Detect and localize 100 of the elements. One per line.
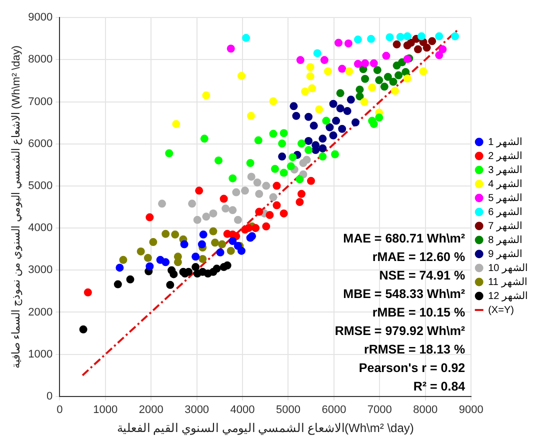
point [171, 230, 180, 239]
point [280, 168, 288, 177]
point [195, 186, 204, 195]
point [269, 193, 278, 202]
point [419, 67, 428, 76]
point [253, 178, 262, 187]
point [320, 56, 328, 64]
y-tick-label: 6000 [28, 138, 53, 150]
point [354, 60, 362, 68]
y-axis-title: الاشعاع الشمسي اليومي السنوي من نموذج السماء صافية (Wh\m² \day) [10, 45, 23, 369]
point [322, 116, 330, 125]
point [240, 186, 249, 195]
point [356, 92, 364, 100]
point [272, 182, 281, 190]
point [144, 254, 152, 262]
y-tick-label: 2000 [28, 306, 53, 318]
point [165, 149, 174, 158]
y-tick-label: 9000 [28, 12, 53, 24]
point [296, 56, 304, 64]
point [361, 74, 370, 83]
point [286, 162, 295, 170]
point [329, 100, 338, 108]
point [228, 206, 237, 214]
point [313, 49, 322, 58]
point [188, 200, 196, 208]
point [158, 200, 166, 208]
point [192, 263, 200, 272]
point [336, 89, 344, 98]
point [222, 204, 230, 213]
point [338, 124, 346, 133]
point [306, 72, 314, 80]
annotation: rMBE = 10.15 % [372, 305, 466, 320]
point [278, 152, 286, 161]
point [200, 134, 208, 143]
point [136, 247, 145, 256]
point [418, 32, 426, 40]
annotation: Pearson's r = 0.92 [358, 360, 466, 375]
point [242, 34, 250, 42]
y-tick-label: 7000 [28, 96, 53, 108]
point [361, 59, 370, 68]
point [375, 114, 384, 122]
legend-label: الشهر 10 [488, 262, 528, 274]
legend-label: الشهر 11 [488, 276, 528, 288]
point [329, 131, 338, 140]
point [278, 140, 286, 148]
point [232, 188, 240, 196]
point [332, 116, 340, 125]
point [149, 238, 158, 246]
point [202, 91, 210, 100]
point [306, 63, 314, 72]
point [343, 107, 352, 116]
point [356, 86, 364, 94]
legend-label: الشهر 9 [488, 248, 522, 260]
point [192, 252, 200, 261]
point [402, 68, 410, 76]
point [254, 136, 262, 144]
point [435, 51, 444, 60]
point [304, 146, 313, 154]
point [354, 36, 362, 44]
point [298, 140, 306, 148]
point [326, 123, 334, 132]
point [212, 264, 221, 273]
point [386, 33, 394, 42]
point [389, 78, 398, 86]
point [331, 150, 340, 158]
point [318, 134, 327, 143]
legend-label: الشهر 8 [488, 234, 522, 246]
point [202, 212, 210, 221]
x-tick-label: 4000 [230, 404, 255, 416]
point [403, 74, 412, 83]
point [228, 237, 237, 246]
point [255, 208, 264, 216]
point [280, 129, 288, 138]
point [290, 102, 298, 110]
point [116, 264, 124, 272]
point [114, 280, 122, 288]
point [174, 258, 182, 266]
point [255, 190, 264, 198]
point [170, 270, 178, 278]
x-axis-title: الاشعاع الشمسي اليومي السنوي القيم الفعلية(Wh\m² \day) [116, 421, 414, 436]
legend-label: الشهر 1 [488, 136, 522, 148]
point [262, 182, 270, 190]
point [296, 175, 304, 184]
y-tick-label: 1000 [28, 348, 53, 360]
y-tick-label: 3000 [28, 264, 53, 276]
point [119, 256, 128, 264]
x-tick-label: 1000 [93, 404, 118, 416]
point [336, 104, 344, 112]
point [422, 44, 431, 52]
annotation: NSE = 74.91 % [379, 268, 466, 282]
point [367, 34, 376, 43]
point [435, 32, 444, 40]
point [270, 164, 279, 173]
point [209, 209, 218, 218]
point [296, 198, 304, 206]
y-tick-label: 8000 [28, 54, 53, 66]
point [380, 82, 388, 91]
point [345, 67, 354, 76]
point [226, 246, 235, 255]
point [214, 156, 223, 164]
